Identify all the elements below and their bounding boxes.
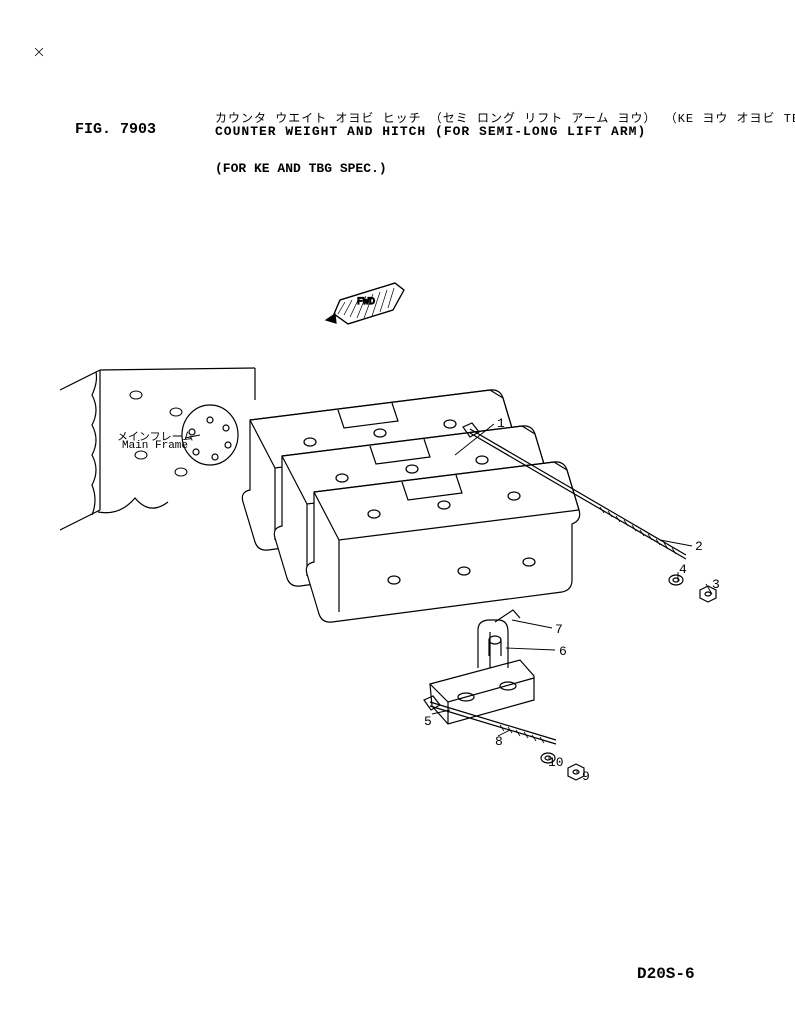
nut-3 <box>700 586 716 602</box>
counterweight-plates <box>242 390 579 622</box>
page: FIG. 7903 カウンタ ウエイト オヨビ ヒッチ （セミ ロング リフト … <box>0 0 795 1027</box>
diagram-svg: FWD <box>0 0 795 1027</box>
washer-4 <box>669 575 683 585</box>
main-frame-fragment <box>60 368 255 530</box>
fwd-text: FWD <box>357 297 375 308</box>
